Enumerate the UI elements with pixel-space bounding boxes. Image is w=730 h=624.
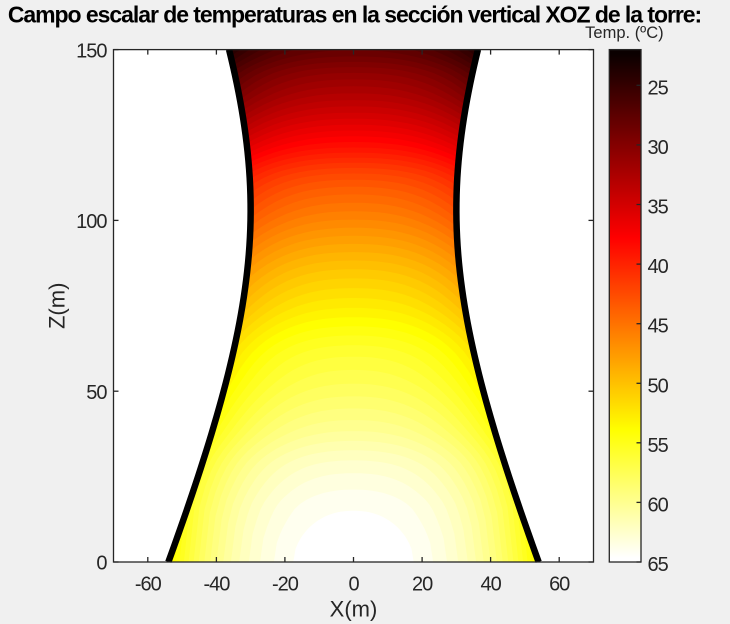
svg-text:-20: -20 [272,574,299,596]
svg-text:45: 45 [648,316,669,338]
svg-text:0: 0 [96,553,107,575]
svg-text:20: 20 [412,574,433,596]
svg-text:35: 35 [648,197,669,219]
svg-text:100: 100 [76,211,107,233]
svg-text:Z(m): Z(m) [45,283,70,329]
svg-text:Campo escalar de temperaturas: Campo escalar de temperaturas en la secc… [8,2,701,28]
svg-text:50: 50 [86,382,107,404]
svg-text:25: 25 [648,77,669,99]
svg-text:40: 40 [480,574,501,596]
svg-text:60: 60 [648,494,669,516]
svg-text:-60: -60 [135,574,162,596]
svg-text:-40: -40 [203,574,230,596]
svg-text:Temp. (ºC): Temp. (ºC) [585,24,663,42]
svg-text:X(m): X(m) [330,596,378,621]
svg-text:65: 65 [648,554,669,576]
svg-text:150: 150 [76,40,107,62]
svg-text:40: 40 [648,256,669,278]
svg-text:30: 30 [648,137,669,159]
svg-text:55: 55 [648,435,669,457]
svg-text:0: 0 [348,574,359,596]
svg-text:50: 50 [648,375,669,397]
svg-text:60: 60 [549,574,570,596]
